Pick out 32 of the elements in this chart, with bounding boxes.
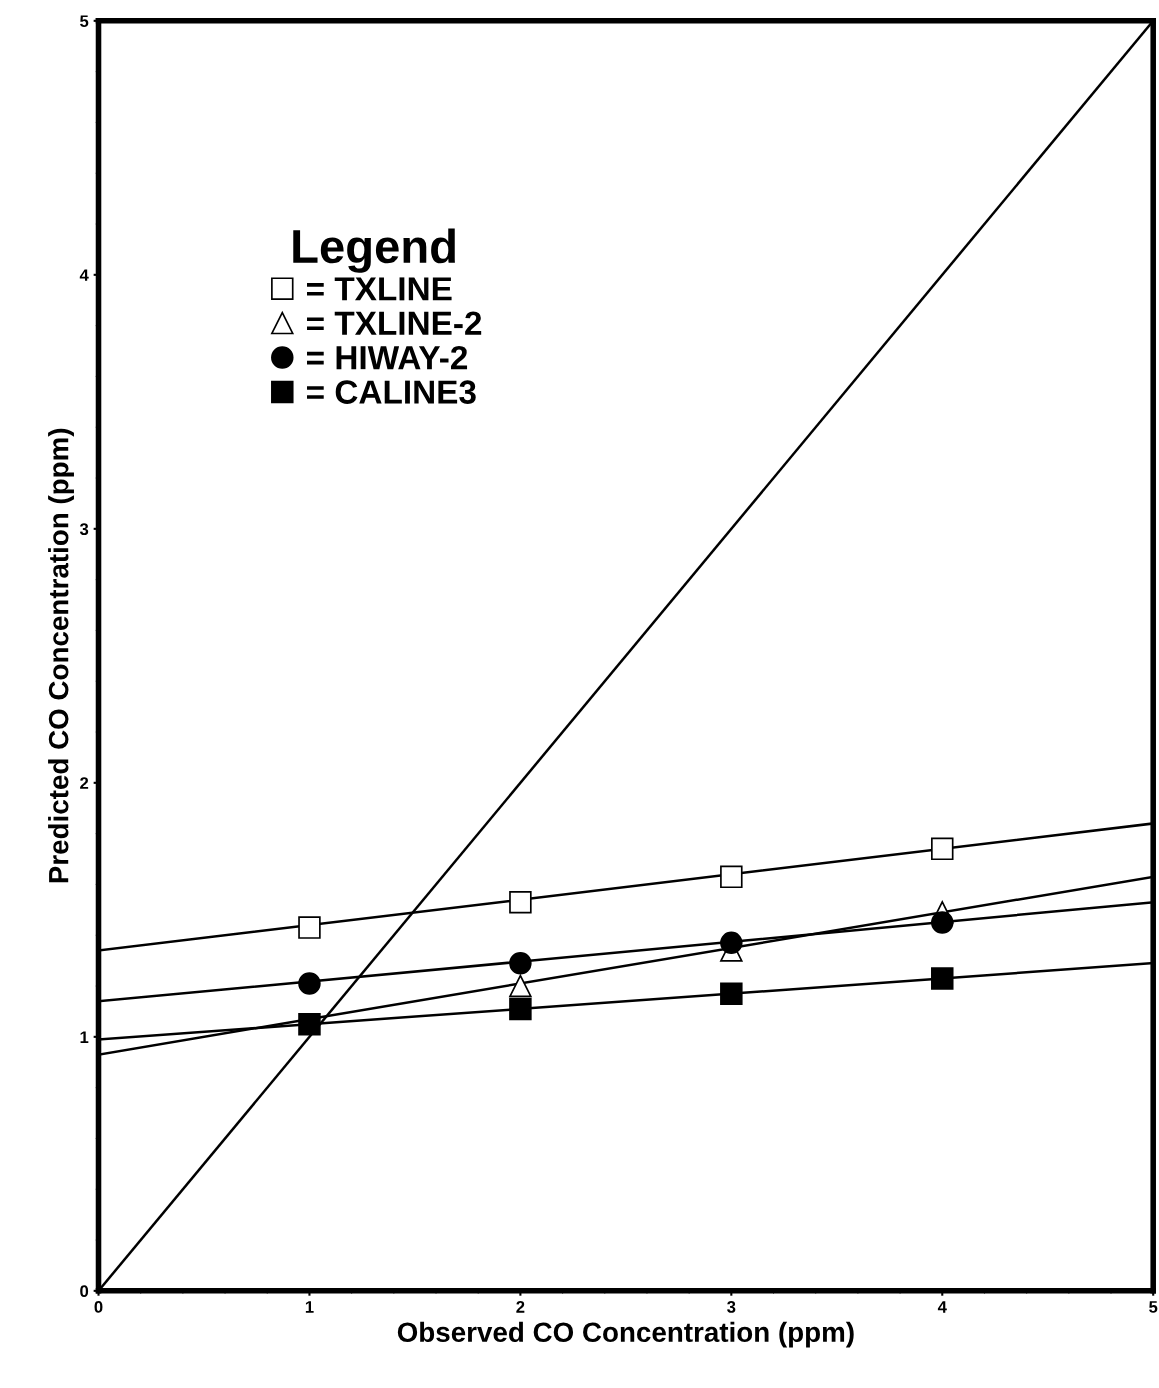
x-tick-label: 1 (305, 1301, 314, 1313)
point (509, 951, 532, 975)
y-tick-label: 5 (80, 15, 89, 28)
point (931, 911, 954, 934)
x-tick-label: 3 (727, 1301, 736, 1313)
x-tick-label: 4 (937, 1301, 947, 1313)
point (509, 997, 532, 1021)
x-tick-label: 2 (516, 1301, 525, 1313)
y-tick-label: 3 (79, 523, 89, 536)
x-axis-title: Observed CO Concentration (ppm) (397, 1321, 854, 1348)
point (931, 967, 954, 990)
y-tick-label: 0 (80, 1285, 89, 1298)
point (720, 982, 743, 1005)
x-tick-label: 0 (94, 1301, 103, 1313)
y-tick-label: 4 (79, 269, 89, 281)
legend-label: = HIWAY-2 (307, 345, 468, 370)
legend-title: Legend (293, 228, 455, 273)
point (720, 865, 743, 889)
point (509, 890, 532, 914)
y-axis-title: Predicted CO Concentration (ppm) (48, 428, 74, 883)
legend-label: = TXLINE (307, 277, 452, 301)
point (298, 1012, 321, 1036)
legend-label: = TXLINE-2 (307, 311, 482, 335)
legend-label: = CALINE3 (307, 380, 476, 404)
point (298, 916, 321, 939)
point (509, 974, 532, 998)
x-tick-label: 5 (1149, 1301, 1158, 1313)
y-tick-label: 2 (80, 777, 89, 789)
point (720, 931, 743, 955)
point (931, 837, 954, 861)
point (298, 972, 321, 995)
y-tick-label: 1 (80, 1031, 89, 1043)
